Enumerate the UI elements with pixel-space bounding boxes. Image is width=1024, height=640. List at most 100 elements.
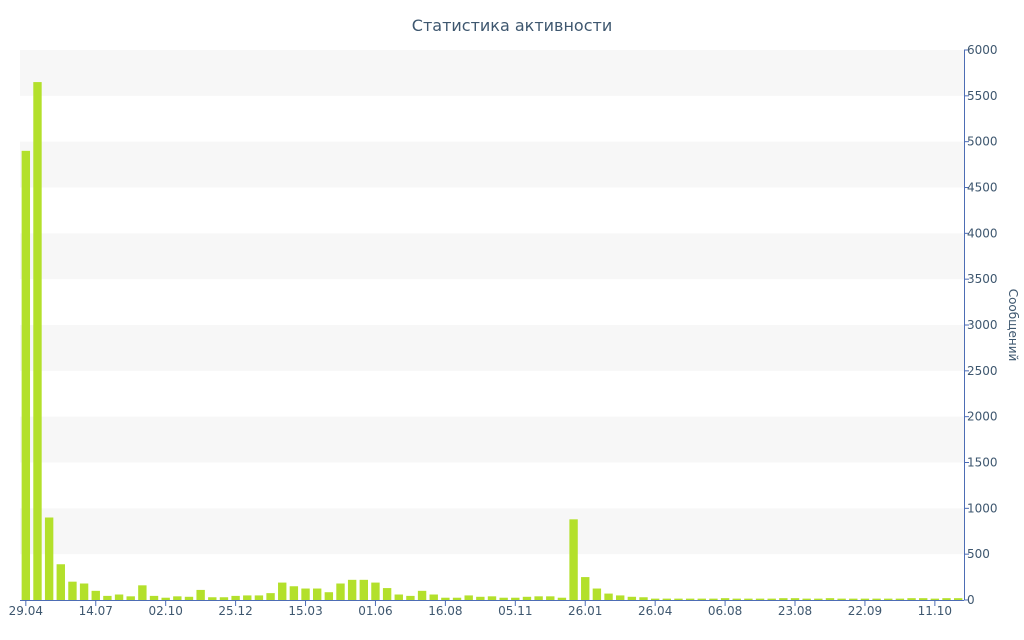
bar[interactable] [522, 596, 532, 600]
y-tick-label: 500 [967, 547, 990, 561]
y-tick-label: 1000 [967, 501, 998, 515]
bar[interactable] [266, 593, 275, 601]
bar[interactable] [557, 597, 567, 600]
bar[interactable] [779, 598, 788, 600]
bar[interactable] [534, 596, 543, 600]
bar[interactable] [219, 597, 229, 600]
bar[interactable] [161, 597, 170, 600]
bar[interactable] [581, 577, 590, 600]
bar[interactable] [289, 586, 299, 600]
y-tick-label: 1500 [967, 456, 998, 470]
bar[interactable] [907, 598, 916, 600]
bar[interactable] [138, 585, 147, 600]
bar[interactable] [709, 598, 718, 601]
y-axis-ticks: 0 500 1000 1500 2000 2500 3000 3500 4000 4500 5000… [964, 43, 998, 607]
bar[interactable] [103, 595, 112, 601]
bar[interactable] [592, 588, 602, 600]
bar[interactable] [44, 517, 54, 601]
bar[interactable] [91, 590, 100, 600]
bar[interactable] [114, 594, 124, 601]
bar[interactable] [662, 598, 672, 601]
bar[interactable] [184, 596, 194, 600]
bar[interactable] [359, 579, 368, 600]
plot-band [20, 508, 964, 555]
bar[interactable] [802, 598, 811, 601]
bar[interactable] [79, 583, 89, 601]
bar[interactable] [464, 595, 473, 600]
y-tick-label: 6000 [967, 43, 998, 57]
bar[interactable] [942, 598, 951, 600]
bar[interactable] [674, 598, 683, 601]
bar[interactable] [21, 150, 31, 600]
bar[interactable] [767, 598, 776, 601]
bar[interactable] [406, 595, 415, 601]
bar[interactable] [231, 595, 240, 601]
x-tick-label: 26.01 [568, 604, 602, 618]
bar[interactable] [849, 598, 858, 601]
x-tick-label: 11.10 [918, 604, 952, 618]
bar[interactable] [930, 598, 940, 601]
bar[interactable] [919, 598, 928, 600]
bar[interactable] [394, 594, 403, 601]
plot-band [20, 50, 964, 96]
bar[interactable] [126, 596, 135, 600]
bar[interactable] [814, 598, 823, 601]
bar[interactable] [720, 598, 730, 600]
bar[interactable] [487, 596, 497, 600]
bar[interactable] [196, 589, 205, 600]
bar[interactable] [33, 82, 42, 600]
bar[interactable] [149, 595, 159, 601]
bar[interactable] [243, 595, 252, 600]
y-tick-label: 5000 [967, 135, 998, 149]
bar[interactable] [56, 564, 65, 600]
bar[interactable] [173, 596, 182, 600]
bar[interactable] [382, 588, 392, 600]
plot-band [20, 416, 964, 463]
x-tick-label: 06.08 [708, 604, 742, 618]
bar[interactable] [254, 595, 264, 600]
y-tick-label: 2000 [967, 410, 998, 424]
bar[interactable] [953, 598, 963, 600]
bar[interactable] [301, 588, 310, 600]
bar[interactable] [324, 592, 334, 600]
bar[interactable] [278, 582, 287, 600]
bar[interactable] [697, 598, 706, 601]
bar[interactable] [895, 598, 905, 601]
bar[interactable] [872, 598, 881, 601]
bar[interactable] [312, 588, 322, 600]
bar[interactable] [744, 598, 753, 601]
bar[interactable] [825, 598, 835, 600]
bar[interactable] [685, 598, 695, 601]
bar[interactable] [627, 596, 637, 600]
bar[interactable] [604, 593, 613, 600]
bar[interactable] [452, 597, 462, 600]
bar[interactable] [511, 597, 520, 600]
bar[interactable] [429, 594, 438, 601]
bar[interactable] [860, 598, 870, 601]
bar[interactable] [639, 597, 648, 600]
bar[interactable] [569, 519, 578, 600]
bar[interactable] [336, 583, 345, 601]
x-tick-label: 15.03 [288, 604, 322, 618]
bar[interactable] [441, 597, 450, 600]
bar[interactable] [546, 596, 555, 600]
bar[interactable] [755, 598, 765, 601]
bar[interactable] [371, 582, 380, 600]
bar[interactable] [837, 598, 846, 601]
bar[interactable] [208, 597, 217, 600]
bar[interactable] [616, 595, 625, 600]
bar[interactable] [68, 581, 77, 600]
bar[interactable] [790, 598, 800, 600]
y-tick-label: 3000 [967, 318, 998, 332]
bar[interactable] [347, 579, 357, 600]
bar[interactable] [650, 598, 660, 601]
bar[interactable] [884, 598, 893, 601]
bar[interactable] [499, 597, 508, 600]
bar[interactable] [732, 598, 741, 601]
y-tick-label: 2500 [967, 364, 998, 378]
bar[interactable] [417, 590, 427, 600]
plot-bands [20, 50, 964, 555]
x-axis-ticks: 29.04 14.07 02.10 25.12 15.03 01.06 16.08 05.11… [9, 600, 952, 618]
bar[interactable] [476, 596, 485, 600]
